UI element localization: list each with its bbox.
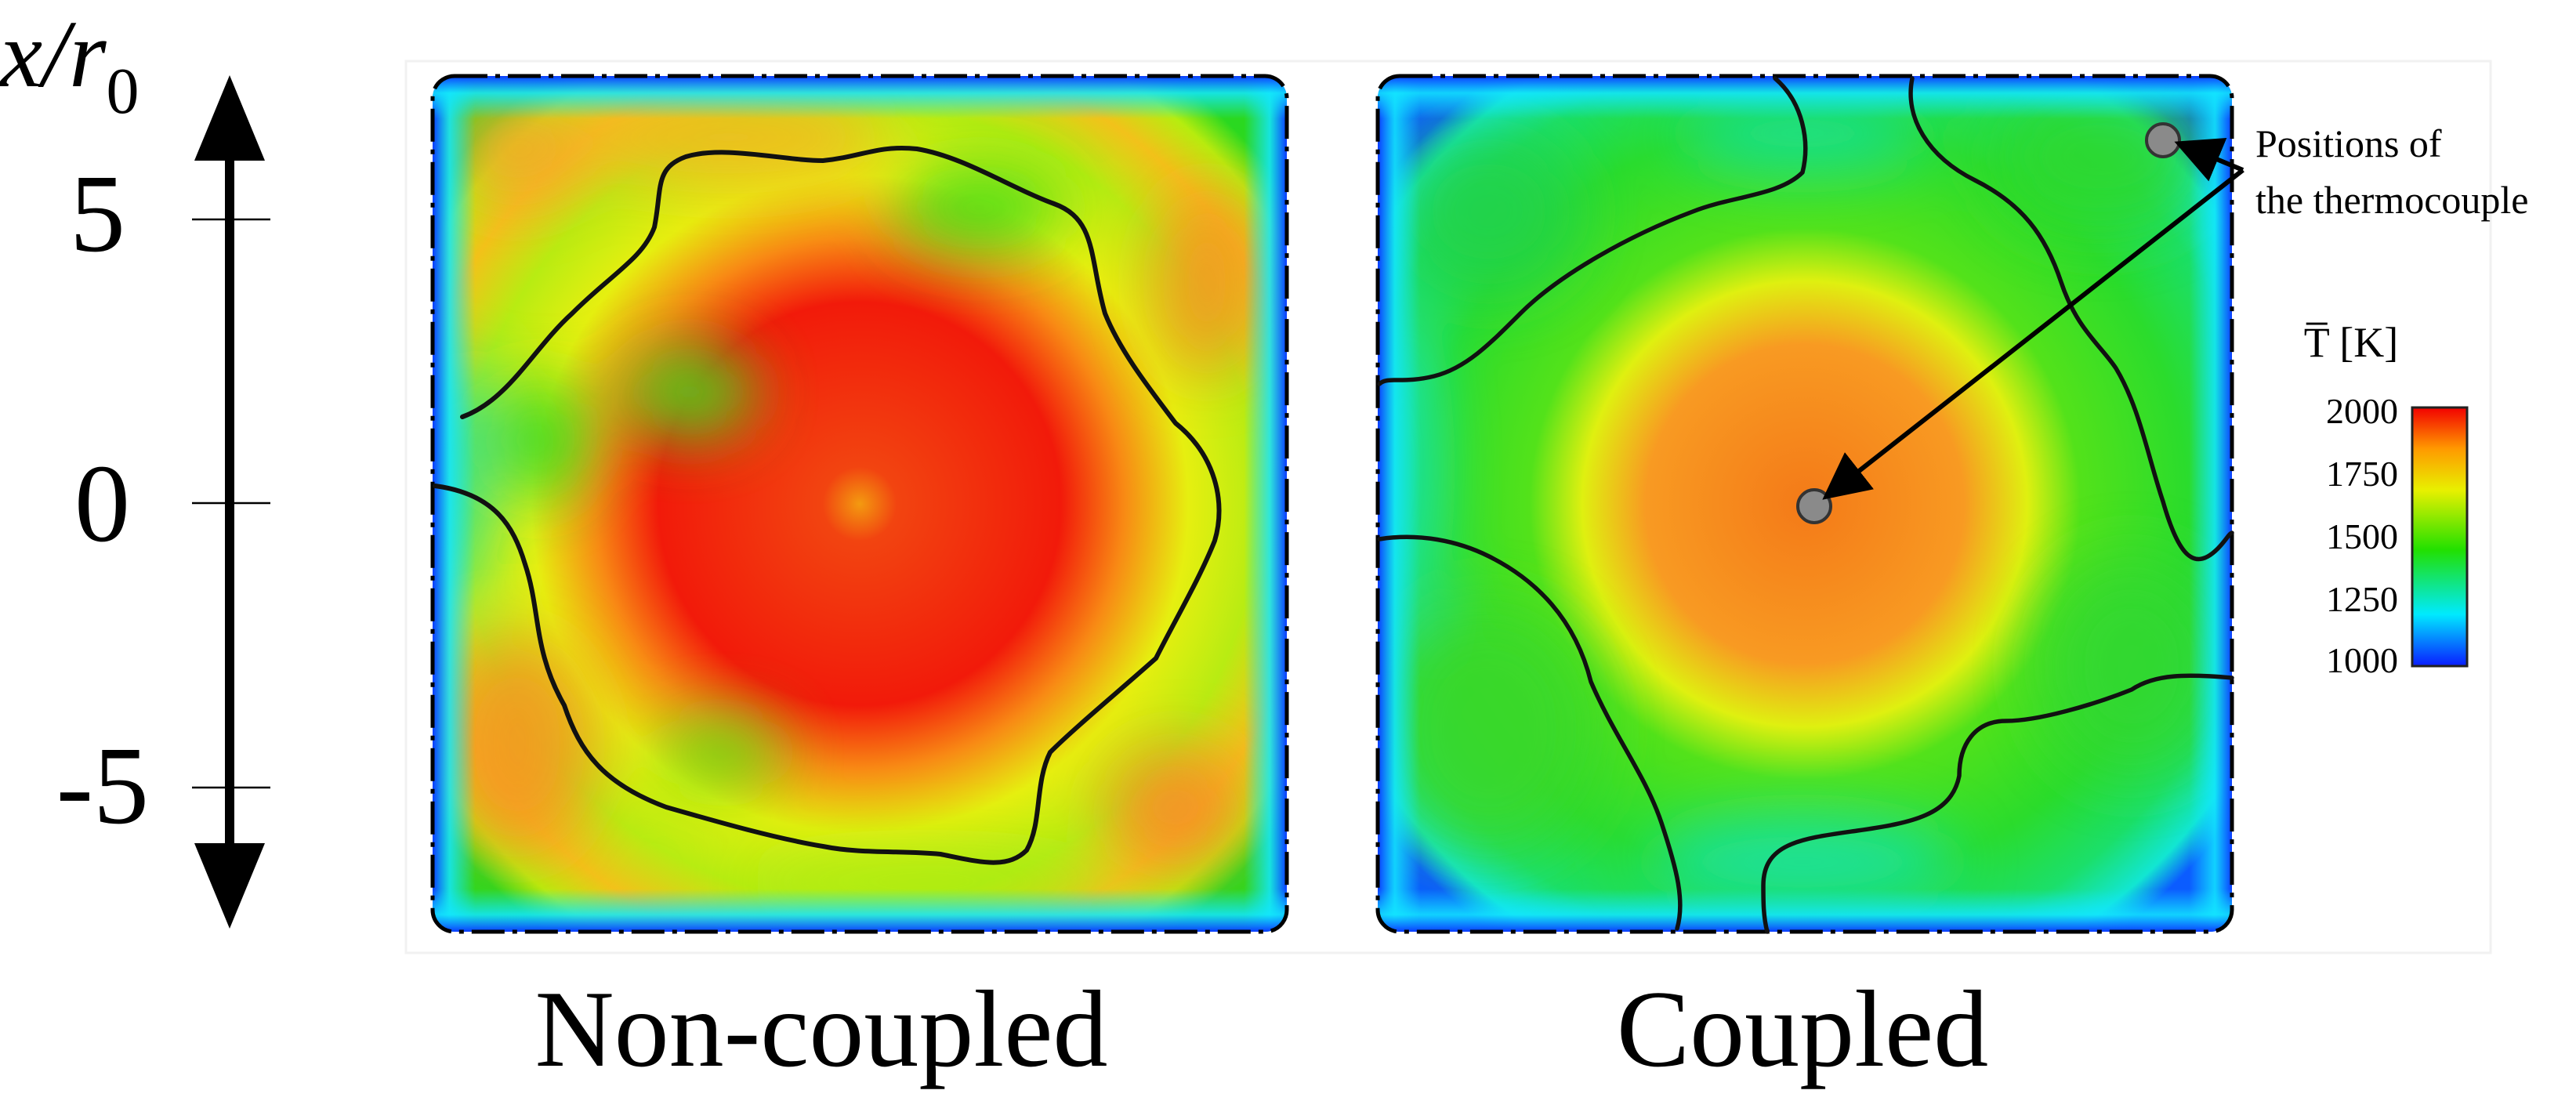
annotation-arrow-center [1822,168,2244,500]
axis-arrow-down-icon [194,843,265,929]
axis-arrow-up-icon [194,75,265,161]
thermocouple-annotation: Positions of the thermocouple [1822,121,2529,500]
panel-border [1375,74,2234,934]
colorbar-tick-2000: 2000 [2326,391,2398,431]
axis-tick-label-0: 0 [74,441,130,565]
axis-tick-label-5: 5 [70,151,125,275]
annotation-arrow-corner [2174,137,2244,182]
colorbar-tick-1000: 1000 [2326,640,2398,680]
panel-border [430,74,1289,934]
axis-label: x/r0 [0,2,139,128]
panel-caption-coupled: Coupled [1617,969,1988,1090]
panel-coupled: Coupled [1375,74,2234,1090]
figure-frame [404,60,2492,954]
colorbar-title: T̅ [K] [2304,319,2398,366]
colorbar-tick-1750: 1750 [2326,454,2398,494]
colorbar-tick-1500: 1500 [2326,516,2398,556]
panel-caption-non-coupled: Non-coupled [535,969,1108,1090]
axis-tick-label-neg5: -5 [56,723,149,847]
contour-line [433,146,1222,865]
contour-lines [1377,76,2234,934]
annotation-line-2: the thermocouple [2255,178,2529,222]
vertical-axis: x/r0 5 0 -5 [0,2,270,929]
thermocouple-marker-corner [2145,122,2181,158]
annotation-line-1: Positions of [2255,121,2442,165]
colorbar-scale [2411,406,2469,668]
colorbar: T̅ [K] 2000 1750 1500 1250 1000 [2304,319,2469,680]
colorbar-tick-1250: 1250 [2326,579,2398,619]
panel-non-coupled: Non-coupled [430,74,1289,1090]
